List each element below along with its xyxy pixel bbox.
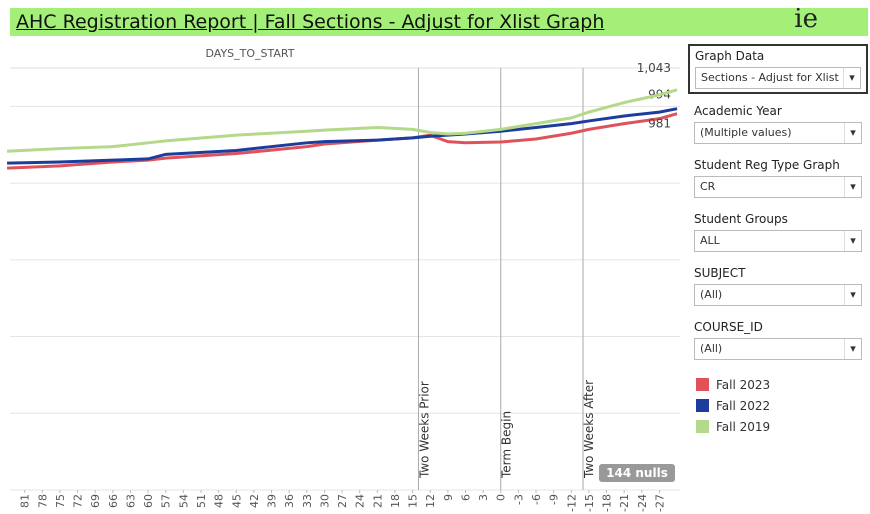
x-tick-label: 9 (442, 494, 455, 501)
x-tick-label: 3 (477, 494, 490, 501)
x-tick-label: 42 (248, 494, 261, 508)
title: AHC Registration Report | Fall Sections … (16, 11, 605, 33)
x-tick-label: 33 (301, 494, 314, 508)
filter-panel: Graph Data Sections - Adjust for Xlist Aca… (688, 44, 868, 437)
x-tick-label: 60 (142, 494, 155, 508)
legend-item[interactable]: Fall 2023 (696, 374, 868, 395)
x-tick-label: 48 (213, 494, 226, 508)
x-tick-label: 69 (89, 494, 102, 508)
legend-item[interactable]: Fall 2019 (696, 416, 868, 437)
x-tick-label: 45 (230, 494, 243, 508)
chart: DAYS_TO_START 81 78 75 72 69 66 63 60 57 54 51 48 45… (6, 47, 680, 512)
x-tick-label: -6 (530, 494, 543, 505)
logo: ie (794, 4, 818, 34)
x-tick-label: 78 (36, 494, 49, 508)
filter-label: Academic Year (694, 104, 782, 118)
header: AHC Registration Report | Fall Sections … (10, 4, 868, 36)
x-tick-label: -9 (548, 494, 561, 505)
x-tick-label: 12 (424, 494, 437, 508)
x-tick-label: 36 (283, 494, 296, 508)
x-tick-label: 15 (407, 494, 420, 508)
null-badge-text: 144 nulls (606, 466, 668, 480)
data-label: 981 (648, 117, 671, 131)
filter-dropdown[interactable]: CR (694, 176, 862, 198)
x-tick-label: 24 (354, 494, 367, 508)
x-tick-label: -3 (512, 494, 525, 505)
legend-swatch (696, 420, 709, 433)
legend-label: Fall 2023 (716, 377, 771, 392)
filter: Student Groups ALL (688, 208, 868, 256)
x-tick-label: 75 (54, 494, 67, 508)
legend-label: Fall 2022 (716, 398, 771, 413)
x-tick-label: 66 (107, 494, 120, 508)
filter-dropdown[interactable]: (All) (694, 284, 862, 306)
data-label: 1,043 (637, 61, 671, 75)
filter-dropdown[interactable]: Sections - Adjust for Xlist (695, 67, 861, 89)
filter-label: SUBJECT (694, 266, 746, 280)
filter: Academic Year (Multiple values) (688, 100, 868, 148)
reference-label: Two Weeks After (582, 380, 596, 479)
x-tick-label: -21 (618, 494, 631, 512)
series-line (6, 88, 678, 153)
x-tick-label: 27 (336, 494, 349, 508)
filter: COURSE_ID (All) (688, 316, 868, 364)
reference-label: Two Weeks Prior (417, 381, 431, 479)
x-tick-label: 39 (266, 494, 279, 508)
x-tick-label: -27 (653, 494, 666, 512)
filter-label: Student Groups (694, 212, 788, 226)
x-tick-label: 21 (371, 494, 384, 508)
legend-label: Fall 2019 (716, 419, 771, 434)
x-tick-label: -15 (583, 494, 596, 512)
x-tick-label: 18 (389, 494, 402, 508)
x-tick-label: 63 (124, 494, 137, 508)
filter-dropdown[interactable]: (Multiple values) (694, 122, 862, 144)
x-tick-label: 0 (495, 494, 508, 501)
legend-swatch (696, 399, 709, 412)
x-tick-label: 6 (459, 494, 472, 501)
legend-swatch (696, 378, 709, 391)
x-tick-label: 51 (195, 494, 208, 508)
null-badge-bg (599, 464, 675, 482)
filter-dropdown[interactable]: ALL (694, 230, 862, 252)
filter: Graph Data Sections - Adjust for Xlist (688, 44, 868, 94)
filter-label: COURSE_ID (694, 320, 763, 334)
x-tick-label: 30 (318, 494, 331, 508)
x-tick-label: 72 (72, 494, 85, 508)
null-badge: 144 nulls (599, 464, 675, 482)
filter: SUBJECT (All) (688, 262, 868, 310)
legend-item[interactable]: Fall 2022 (696, 395, 868, 416)
x-tick-label: 81 (19, 494, 32, 508)
chart-title: DAYS_TO_START (206, 47, 295, 60)
x-tick-label: 54 (177, 494, 190, 508)
reference-label: Term Begin (500, 411, 514, 479)
x-tick-label: -12 (565, 494, 578, 512)
x-tick-label: -18 (601, 494, 614, 512)
legend: Fall 2023 Fall 2022 Fall 2019 (696, 374, 868, 437)
x-tick-label: -24 (636, 494, 649, 512)
x-tick-label: 57 (160, 494, 173, 508)
filter-label: Graph Data (695, 49, 765, 63)
series-line (7, 107, 678, 165)
filter: Student Reg Type Graph CR (688, 154, 868, 202)
filter-dropdown[interactable]: (All) (694, 338, 862, 360)
filter-label: Student Reg Type Graph (694, 158, 840, 172)
